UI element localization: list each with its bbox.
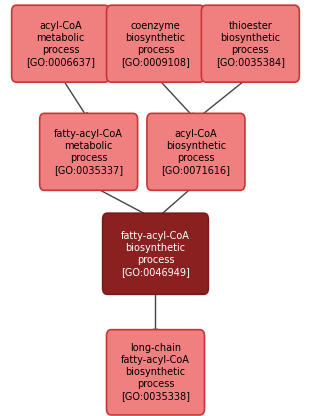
Text: acyl-CoA
metabolic
process
[GO:0006637]: acyl-CoA metabolic process [GO:0006637] <box>26 21 95 67</box>
Text: fatty-acyl-CoA
biosynthetic
process
[GO:0046949]: fatty-acyl-CoA biosynthetic process [GO:… <box>121 231 190 277</box>
Text: acyl-CoA
biosynthetic
process
[GO:0071616]: acyl-CoA biosynthetic process [GO:007161… <box>161 129 230 175</box>
FancyBboxPatch shape <box>103 213 208 295</box>
FancyBboxPatch shape <box>40 113 137 190</box>
FancyBboxPatch shape <box>12 5 109 82</box>
FancyBboxPatch shape <box>106 5 205 82</box>
FancyBboxPatch shape <box>147 113 245 190</box>
FancyBboxPatch shape <box>106 329 205 415</box>
Text: long-chain
fatty-acyl-CoA
biosynthetic
process
[GO:0035338]: long-chain fatty-acyl-CoA biosynthetic p… <box>121 343 190 401</box>
FancyBboxPatch shape <box>202 5 299 82</box>
Text: fatty-acyl-CoA
metabolic
process
[GO:0035337]: fatty-acyl-CoA metabolic process [GO:003… <box>54 129 123 175</box>
Text: coenzyme
biosynthetic
process
[GO:0009108]: coenzyme biosynthetic process [GO:000910… <box>121 21 190 67</box>
Text: thioester
biosynthetic
process
[GO:0035384]: thioester biosynthetic process [GO:00353… <box>216 21 285 67</box>
